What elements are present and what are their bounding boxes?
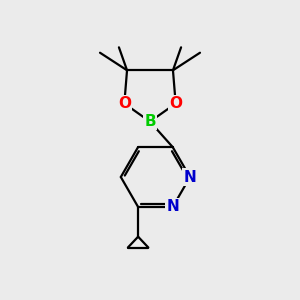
Text: N: N [166,200,179,214]
Text: O: O [118,96,131,111]
Text: B: B [144,114,156,129]
Text: N: N [184,169,196,184]
Text: O: O [169,96,182,111]
